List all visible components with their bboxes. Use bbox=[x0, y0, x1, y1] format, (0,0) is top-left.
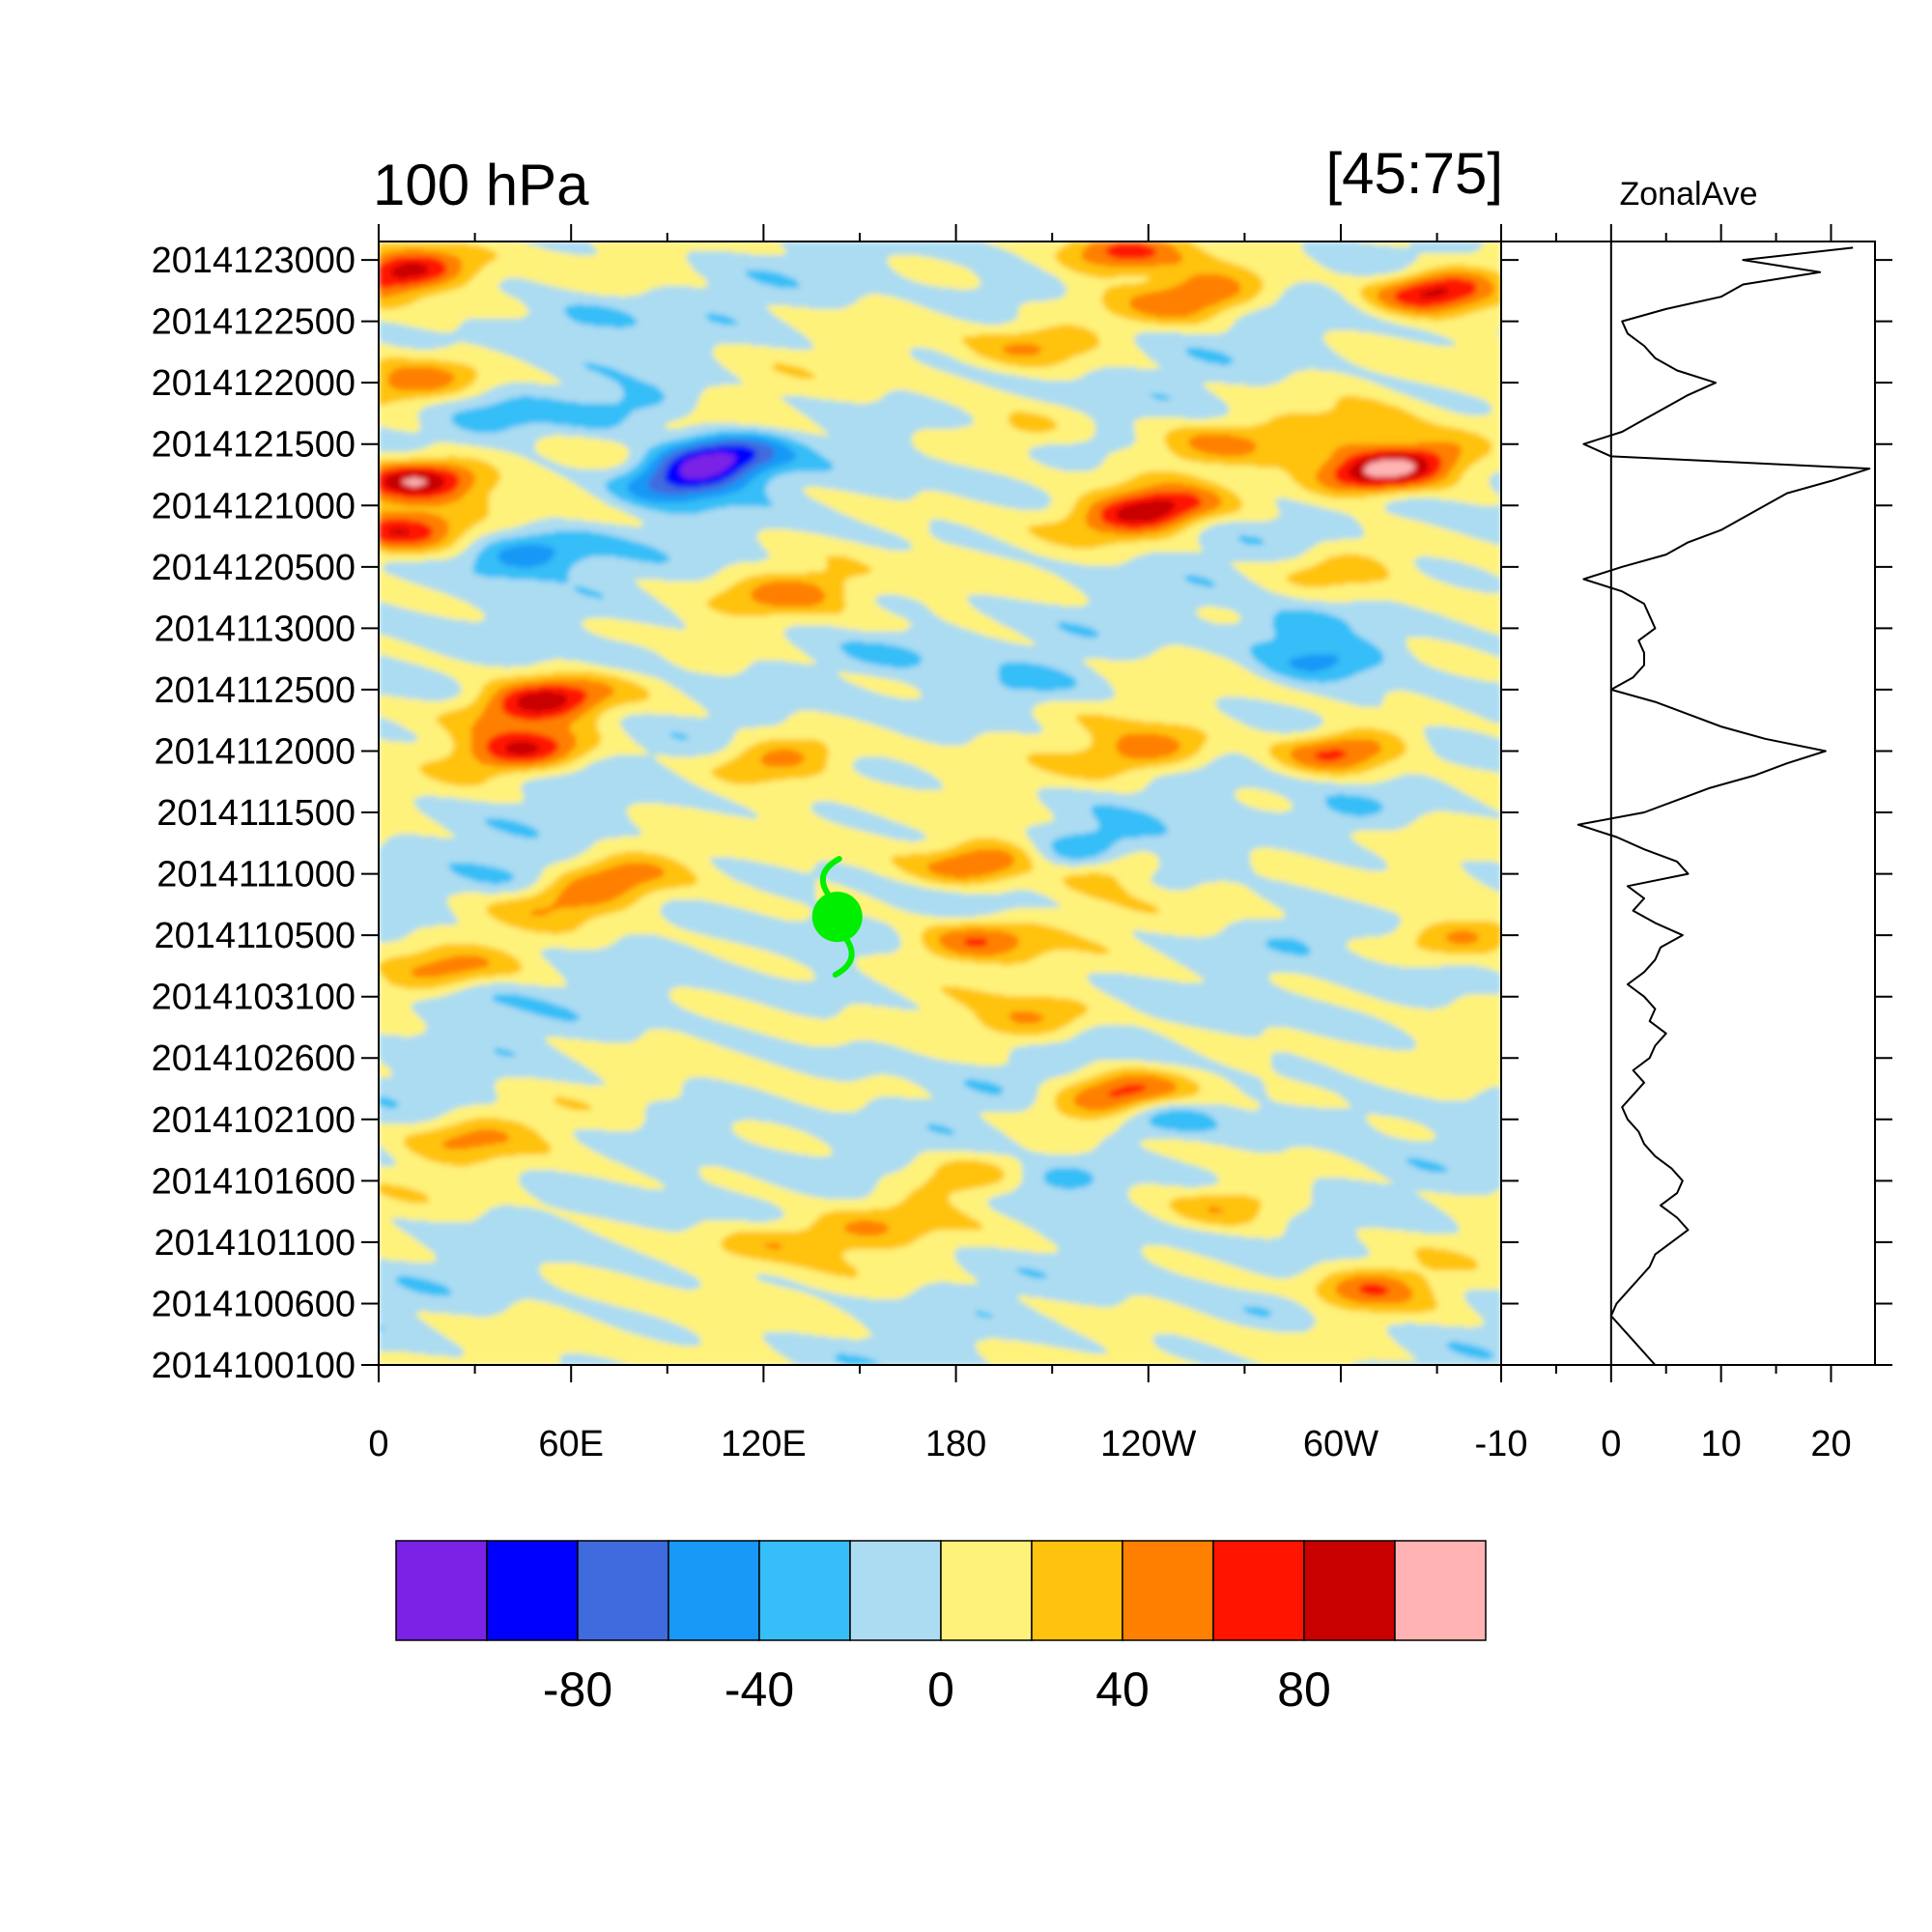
title-right: [45:75] bbox=[1326, 141, 1504, 206]
y-tick-label: 2014122000 bbox=[152, 363, 355, 404]
x-tick-label: 0 bbox=[368, 1424, 388, 1464]
y-tick-label: 2014121000 bbox=[152, 486, 355, 526]
zonal-average-line bbox=[1577, 246, 1871, 1366]
colorbar-swatch bbox=[940, 1540, 1033, 1641]
zonal-x-tick-labels: 0 10 20 bbox=[1601, 1424, 1851, 1464]
x-tick-label: 120W bbox=[1100, 1424, 1196, 1464]
y-tick-label: 2014100600 bbox=[152, 1284, 355, 1324]
colorbar-tick-label: 0 bbox=[927, 1662, 954, 1717]
colorbar bbox=[395, 1540, 1487, 1641]
y-tick-label: 2014123000 bbox=[152, 241, 355, 281]
y-tick-labels: 2014100100 2014100600 2014101100 2014101600… bbox=[152, 241, 355, 1386]
y-tick-label: 2014121500 bbox=[152, 425, 355, 466]
x-tick-labels: 0 60E 120E 180 120W 60W -10 bbox=[368, 1424, 1527, 1464]
zonal-x-tick-label: 0 bbox=[1601, 1424, 1621, 1464]
colorbar-swatch bbox=[395, 1540, 488, 1641]
contour-field bbox=[379, 242, 1501, 1365]
colorbar-tick-label: -40 bbox=[724, 1662, 794, 1717]
colorbar-tick-labels: -80 -40 0 40 80 bbox=[543, 1662, 1331, 1717]
colorbar-swatch bbox=[486, 1540, 579, 1641]
colorbar-tick-label: -80 bbox=[543, 1662, 612, 1717]
zonal-x-tick-label: 20 bbox=[1810, 1424, 1851, 1464]
hovmoller-panel: 0 60E 120E 180 120W 60W -10 2014100100 20141006… bbox=[152, 141, 1528, 1464]
colorbar-swatch bbox=[1212, 1540, 1305, 1641]
x-tick-label: 60E bbox=[538, 1424, 604, 1464]
y-tick-label: 2014120500 bbox=[152, 548, 355, 588]
colorbar-tick-label: 40 bbox=[1095, 1662, 1150, 1717]
zonal-average-panel: ZonalAve 0 10 20 bbox=[1500, 176, 1892, 1464]
colorbar-swatch bbox=[849, 1540, 942, 1641]
colorbar-swatch bbox=[668, 1540, 760, 1641]
y-tick-label: 2014102100 bbox=[152, 1100, 355, 1141]
zonal-average-title: ZonalAve bbox=[1619, 176, 1757, 213]
zonal-axis-ticks bbox=[1554, 224, 1892, 1382]
y-tick-label: 2014102600 bbox=[152, 1038, 355, 1079]
colorbar-tick-label: 80 bbox=[1277, 1662, 1331, 1717]
main-axis-ticks bbox=[361, 224, 1519, 1382]
y-tick-label: 2014110500 bbox=[154, 916, 355, 956]
y-tick-label: 2014112500 bbox=[154, 670, 355, 711]
x-tick-label: -10 bbox=[1475, 1424, 1528, 1464]
colorbar-swatch bbox=[577, 1540, 669, 1641]
y-tick-label: 2014111500 bbox=[156, 793, 355, 834]
colorbar-swatch bbox=[1394, 1540, 1487, 1641]
y-tick-label: 2014103100 bbox=[152, 978, 355, 1018]
y-tick-label: 2014113000 bbox=[154, 609, 355, 649]
tropical-cyclone-icon bbox=[811, 856, 863, 979]
colorbar-swatch bbox=[758, 1540, 851, 1641]
x-tick-label: 180 bbox=[925, 1424, 986, 1464]
colorbar-swatch bbox=[1303, 1540, 1396, 1641]
y-tick-label: 2014111000 bbox=[156, 855, 355, 895]
y-tick-label: 2014112000 bbox=[154, 731, 355, 772]
y-tick-label: 2014101100 bbox=[154, 1223, 355, 1264]
zonal-x-tick-label: 10 bbox=[1701, 1424, 1742, 1464]
title-left: 100 hPa bbox=[373, 153, 589, 217]
zonal-plot-frame bbox=[1500, 241, 1876, 1366]
y-tick-label: 2014100100 bbox=[152, 1346, 355, 1386]
x-tick-label: 120E bbox=[721, 1424, 807, 1464]
colorbar-swatch bbox=[1122, 1540, 1214, 1641]
y-tick-label: 2014101600 bbox=[152, 1161, 355, 1202]
colorbar-swatch bbox=[1031, 1540, 1123, 1641]
y-tick-label: 2014122500 bbox=[152, 302, 355, 343]
x-tick-label: 60W bbox=[1303, 1424, 1378, 1464]
